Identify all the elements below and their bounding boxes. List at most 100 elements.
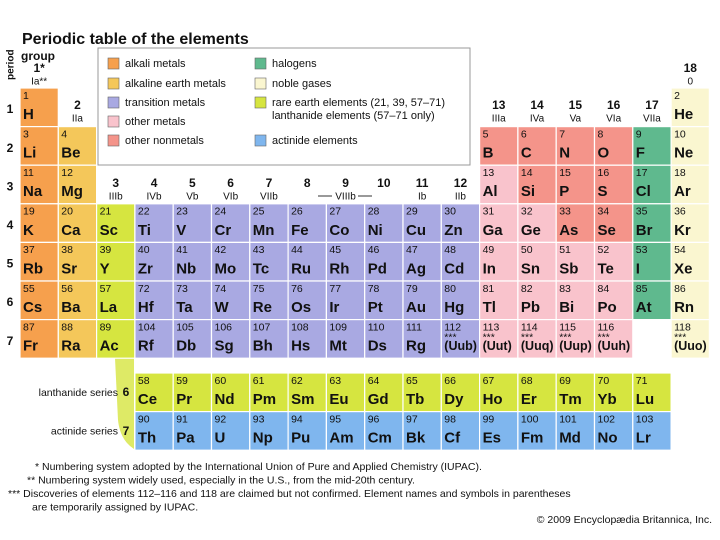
group-number: 9 [342, 176, 349, 190]
atomic-number: 62 [291, 375, 303, 387]
element-symbol: Nb [176, 260, 196, 277]
element-symbol: K [23, 222, 34, 239]
atomic-number: 74 [215, 283, 227, 295]
atomic-number: 42 [215, 244, 227, 256]
atomic-number: 87 [23, 321, 35, 333]
group-number: 12 [454, 176, 468, 190]
element-cell [134, 372, 174, 413]
element-cell [402, 411, 442, 451]
legend-label: noble gases [272, 78, 332, 90]
element-symbol: Tl [483, 299, 496, 316]
element-note: *** [483, 331, 495, 343]
atomic-number: 48 [444, 244, 456, 256]
element-symbol: S [598, 183, 608, 200]
element-cell [95, 280, 136, 321]
element-cell [325, 319, 366, 359]
atomic-number: 25 [253, 206, 265, 218]
element-symbol: Ni [368, 222, 383, 239]
atomic-number: 89 [100, 321, 112, 333]
atomic-number: 92 [215, 413, 227, 425]
element-cell [632, 203, 672, 244]
element-symbol: Bh [253, 338, 273, 355]
element-symbol: Lu [636, 391, 654, 408]
element-cell [364, 203, 404, 244]
element-symbol: (Uuq) [521, 339, 554, 353]
legend-swatch [107, 134, 120, 147]
element-cell [517, 125, 557, 166]
element-cell [19, 203, 59, 244]
group-number: 17 [645, 98, 659, 112]
atomic-number: 8 [598, 128, 604, 140]
element-symbol: As [559, 222, 578, 239]
element-cell [210, 280, 251, 321]
element-symbol: No [598, 430, 618, 447]
atomic-number: 75 [253, 283, 265, 295]
element-symbol: Bk [406, 430, 426, 447]
element-symbol: Sr [61, 260, 77, 277]
element-symbol: Au [406, 299, 426, 316]
element-symbol: Pt [368, 299, 383, 316]
element-cell [555, 372, 596, 413]
element-symbol: H [23, 106, 34, 123]
element-cell [57, 241, 98, 282]
atomic-number: 16 [598, 167, 610, 179]
atomic-number: 101 [559, 413, 577, 425]
element-symbol: Ag [406, 260, 426, 277]
element-symbol: (Uuo) [674, 339, 707, 353]
atomic-number: 22 [138, 206, 150, 218]
element-symbol: Cu [406, 222, 426, 239]
group-roman: VIa [606, 114, 621, 125]
element-cell [479, 125, 519, 166]
group-number: 15 [569, 98, 583, 112]
atomic-number: 1 [23, 90, 29, 102]
element-symbol: Pa [176, 430, 195, 447]
element-symbol: Zn [444, 222, 462, 239]
element-cell [479, 280, 519, 321]
atomic-number: 36 [674, 206, 686, 218]
legend-label: halogens [272, 58, 317, 70]
atomic-number: 104 [138, 321, 156, 333]
element-cell [364, 280, 404, 321]
element-cell [325, 280, 366, 321]
element-symbol: Ne [674, 145, 693, 162]
legend-label: alkali metals [125, 58, 186, 70]
atomic-number: 6 [521, 128, 527, 140]
element-cell [593, 319, 634, 359]
element-cell [402, 372, 442, 413]
element-symbol: Pd [368, 260, 387, 277]
atomic-number: 17 [636, 167, 648, 179]
element-symbol: Br [636, 222, 653, 239]
element-symbol: P [559, 183, 569, 200]
element-symbol: Er [521, 391, 537, 408]
element-symbol: (Uuh) [598, 339, 631, 353]
element-symbol: Se [598, 222, 616, 239]
legend-swatch [107, 96, 120, 109]
element-symbol: Ra [61, 338, 81, 355]
atomic-number: 93 [253, 413, 265, 425]
atomic-number: 28 [368, 206, 380, 218]
atomic-number: 40 [138, 244, 150, 256]
legend-swatch [254, 96, 267, 109]
element-symbol: (Uut) [483, 339, 512, 353]
element-symbol: F [636, 145, 645, 162]
element-symbol: Np [253, 430, 273, 447]
element-cell [555, 280, 596, 321]
element-symbol: Mt [329, 338, 347, 355]
element-symbol: Ta [176, 299, 193, 316]
group-number: 8 [304, 176, 311, 190]
element-cell [593, 280, 634, 321]
element-cell [479, 319, 519, 359]
group-roman: Ib [418, 192, 427, 203]
element-cell [670, 125, 710, 166]
atomic-number: 20 [61, 206, 73, 218]
atomic-number: 114 [521, 321, 538, 333]
element-cell [287, 411, 328, 451]
element-cell [632, 411, 672, 451]
element-cell [440, 372, 481, 413]
element-symbol: Ru [291, 260, 311, 277]
footnote: are temporarily assigned by IUPAC. [32, 501, 198, 513]
atomic-number: 5 [483, 128, 489, 140]
element-symbol: Ds [368, 338, 387, 355]
element-symbol: (Uub) [444, 339, 477, 353]
atomic-number: 118 [674, 321, 691, 333]
